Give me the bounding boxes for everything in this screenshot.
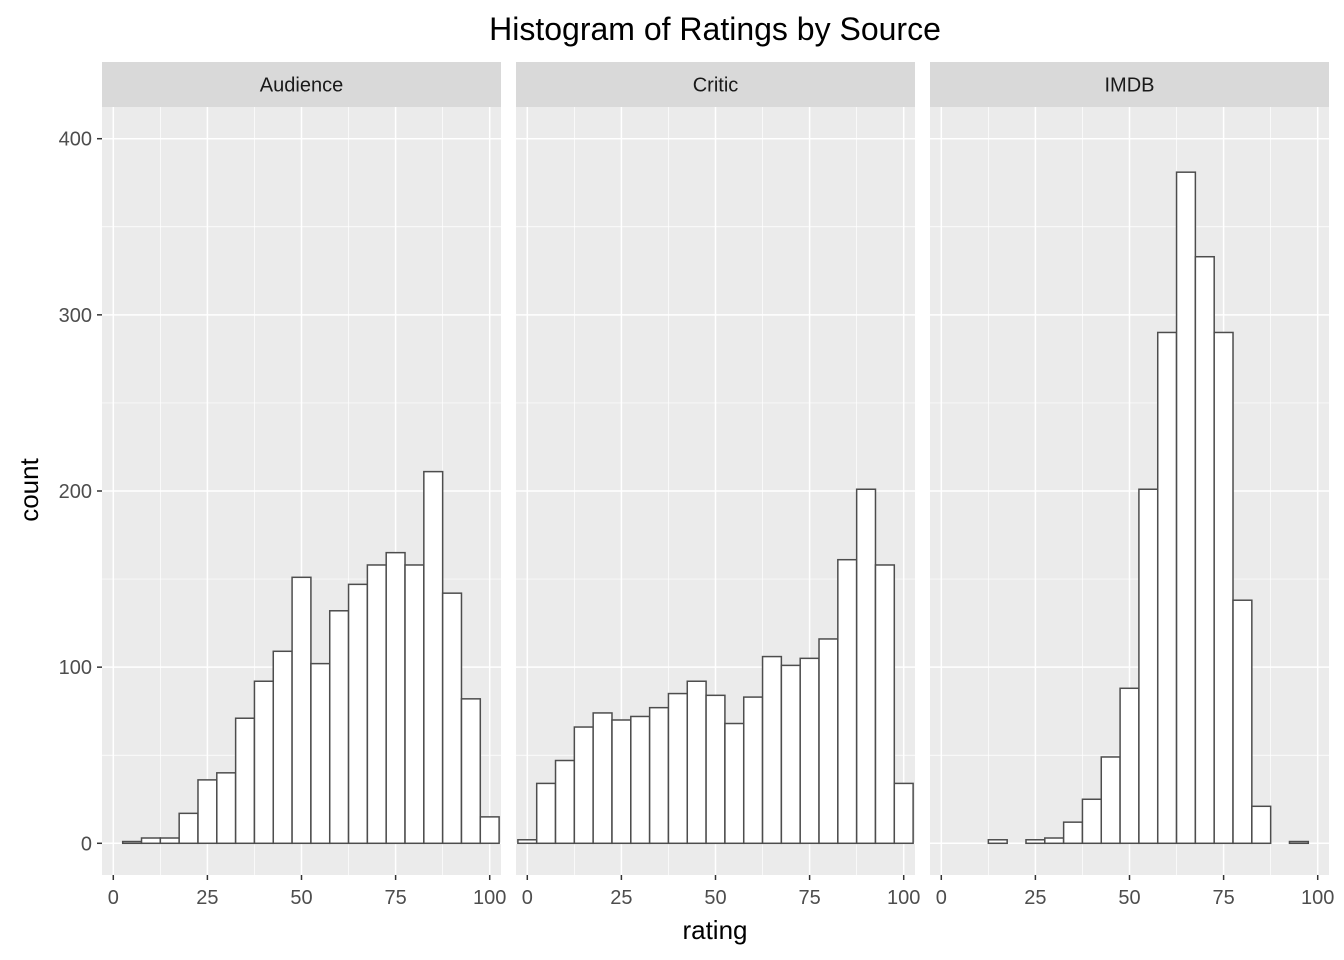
facet-strip	[516, 62, 915, 107]
histogram-bar	[592, 712, 613, 845]
histogram-bar	[178, 812, 199, 845]
histogram-bar	[423, 470, 444, 845]
histogram-bar	[855, 488, 877, 845]
histogram-bar	[1213, 331, 1234, 845]
histogram-bar	[1288, 840, 1310, 845]
x-axis-title: rating	[682, 915, 747, 945]
histogram-bar	[535, 782, 557, 845]
facet-imdb: IMDB 0 25 50 75 100	[930, 62, 1334, 909]
x-tick-label: 100	[473, 887, 506, 909]
x-tick-label: 100	[887, 887, 920, 909]
y-tick-label: 100	[59, 657, 92, 679]
histogram-bar	[987, 839, 1008, 845]
histogram-bar	[1138, 488, 1159, 845]
x-tick-label: 0	[936, 887, 947, 909]
histogram-bar	[385, 551, 406, 845]
facet-audience: Audience 0 25 50 75 100	[102, 62, 506, 909]
histogram-bar	[479, 816, 500, 845]
histogram-bar	[780, 664, 801, 845]
histogram-bar	[573, 726, 594, 845]
chart-title: Histogram of Ratings by Source	[489, 11, 941, 47]
x-tick-label: 75	[798, 887, 820, 909]
facet-strip-label: IMDB	[1105, 75, 1155, 97]
histogram-bar	[253, 680, 275, 845]
histogram-bar	[460, 698, 482, 845]
histogram-bar	[1044, 837, 1065, 845]
x-tick-label: 50	[704, 887, 726, 909]
histogram-bar	[441, 592, 463, 845]
histogram-bar	[517, 839, 538, 845]
x-tick-label: 50	[1118, 887, 1140, 909]
histogram-bar	[366, 564, 387, 845]
facet-panels: 0 100 200 300 400 Audience 0 25 50 75 100 Critic 0 25…	[59, 62, 1334, 909]
x-tick-label: 0	[108, 887, 119, 909]
y-tick-label: 0	[81, 833, 92, 855]
histogram-bar	[197, 779, 218, 845]
facet-critic: Critic 0 25 50 75 100	[516, 62, 920, 909]
histogram-bar	[291, 576, 312, 845]
histogram-bar	[724, 722, 745, 845]
histogram-bar	[837, 558, 858, 845]
x-tick-label: 50	[290, 887, 312, 909]
y-tick-label: 200	[59, 481, 92, 503]
x-tick-label: 25	[1024, 887, 1046, 909]
y-tick-label: 400	[59, 129, 92, 151]
histogram-bar	[328, 610, 350, 845]
histogram-bar	[799, 657, 820, 845]
histogram-bar	[272, 650, 293, 845]
histogram-bar	[648, 706, 670, 845]
histogram-bar	[1100, 756, 1121, 845]
histogram-bar	[686, 680, 707, 845]
histogram-bar	[1025, 839, 1046, 845]
x-tick-label: 75	[1212, 887, 1234, 909]
histogram-bar	[1062, 821, 1084, 845]
histogram-bar	[742, 696, 764, 845]
y-tick-label: 300	[59, 305, 92, 327]
histogram-bar	[611, 719, 632, 845]
histogram-bar	[761, 655, 783, 845]
x-tick-label: 100	[1301, 887, 1334, 909]
histogram-bar	[404, 564, 425, 845]
histogram-bar	[1156, 331, 1178, 845]
facet-strip-label: Audience	[260, 75, 343, 97]
histogram-bar	[234, 717, 256, 845]
histogram-bar	[1081, 798, 1103, 845]
facet-strip	[930, 62, 1329, 107]
histogram-bar	[347, 583, 369, 845]
histogram-bar	[140, 837, 162, 845]
histogram-bar	[216, 772, 237, 845]
x-tick-label: 0	[522, 887, 533, 909]
histogram-bar	[310, 662, 331, 845]
histogram-bar	[705, 694, 726, 845]
histogram-bar	[554, 759, 576, 845]
facet-strip-label: Critic	[693, 75, 739, 97]
histogram-bar	[1232, 599, 1253, 845]
x-tick-label: 25	[196, 887, 218, 909]
histogram-bar	[159, 837, 180, 845]
histogram-bar	[1251, 805, 1272, 845]
y-axis-title: count	[14, 457, 44, 521]
histogram-bar	[893, 782, 914, 845]
facet-strip	[102, 62, 501, 107]
histogram-bar	[1119, 687, 1140, 845]
histogram-bar	[630, 715, 651, 845]
x-tick-label: 75	[384, 887, 406, 909]
histogram-bar	[121, 840, 143, 845]
histogram-bar	[667, 692, 689, 845]
histogram-bar	[1175, 171, 1197, 845]
histogram-bar	[1194, 255, 1215, 845]
x-tick-label: 25	[610, 887, 632, 909]
histogram-bar	[818, 638, 839, 845]
histogram-bar	[874, 564, 896, 845]
